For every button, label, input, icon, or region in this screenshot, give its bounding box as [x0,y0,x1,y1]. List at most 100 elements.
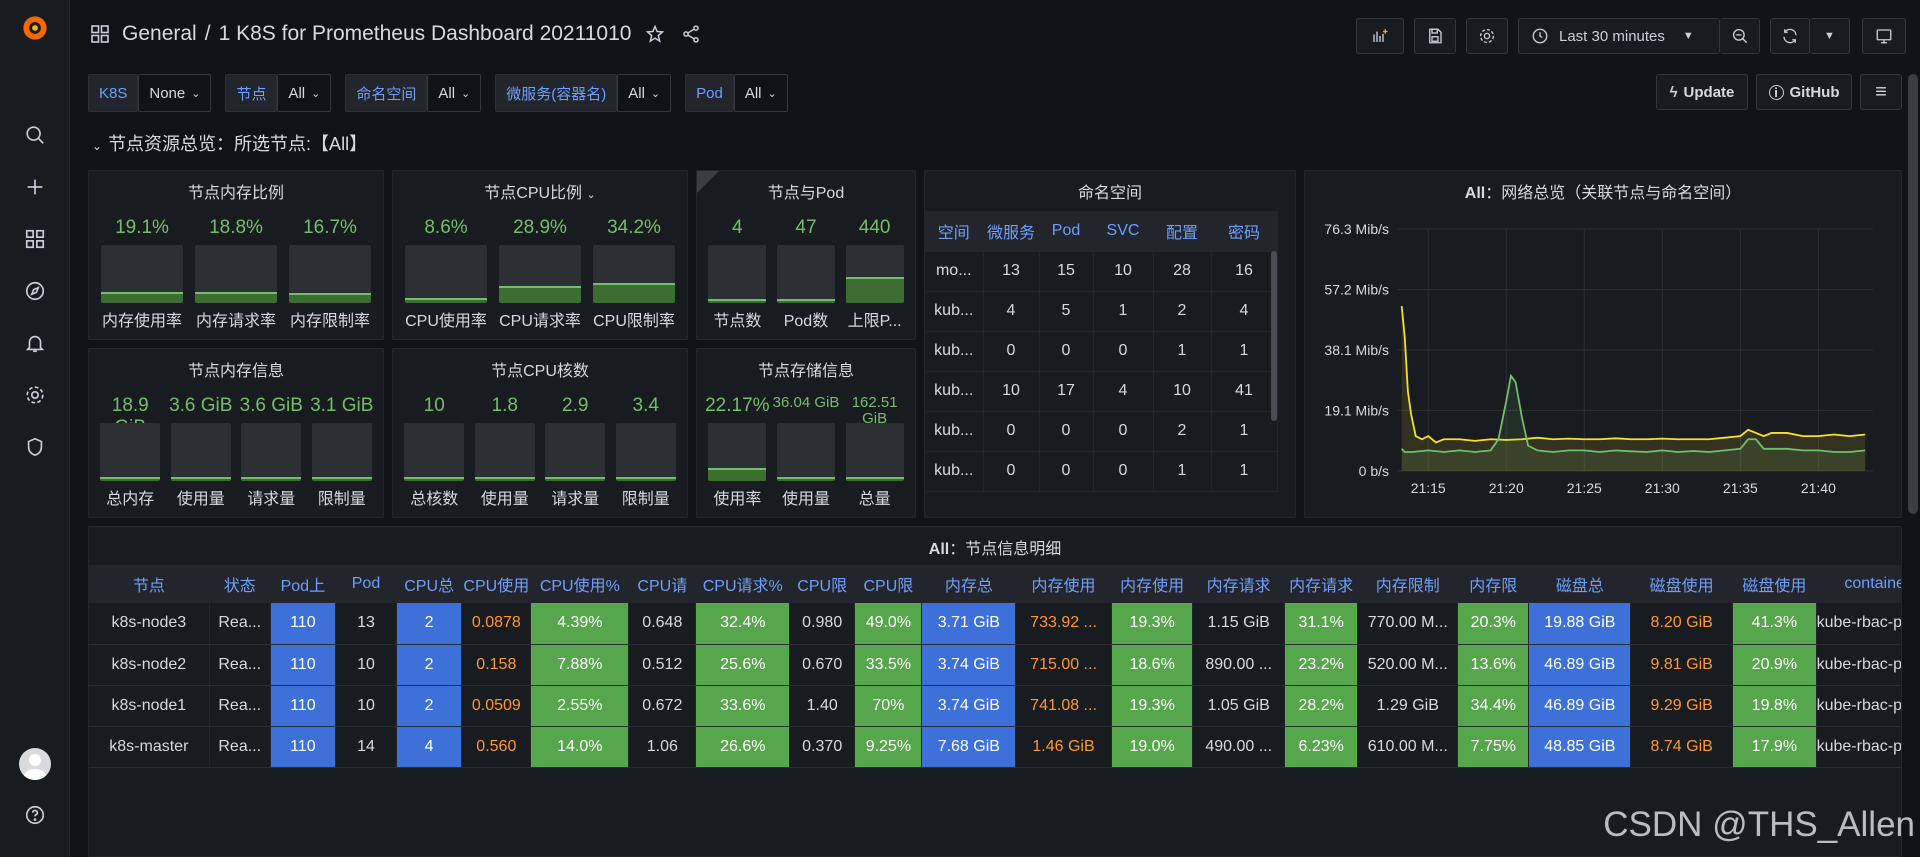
column-header[interactable]: CPU请求% [695,565,791,603]
page-scrollbar-thumb[interactable] [1908,74,1918,514]
table-cell: 10 [335,685,398,727]
panel-network[interactable]: All：网络总览（关联节点与命名空间） 76.3 Mib/s 57.2 Mib/s… [1304,170,1902,518]
table-cell: kub... [925,451,984,492]
column-header[interactable]: CPU使用 [461,565,532,603]
column-header[interactable]: 内存总 [921,565,1017,603]
scrollbar-thumb[interactable] [1271,251,1277,421]
column-header[interactable]: 磁盘使用 [1630,565,1734,603]
table-cell: k8s-node3 [89,603,210,645]
table-row[interactable]: mo... 13 15 10 28 16 [925,251,1278,292]
column-header[interactable]: 空间 [925,211,984,252]
column-header[interactable]: Pod [1039,211,1094,252]
panel-cpu-cores[interactable]: 节点CPU核数 10 总核数 1.8 使用量 2.9 请求量 3.4 限制量 [392,348,688,518]
table-row[interactable]: k8s-master Rea... 110 14 4 0.560 14.0% 1.06 26.6… [89,726,1901,768]
variable-k8s-select[interactable]: None ⌄ [138,74,212,112]
table-cell: k8s-master [89,726,210,768]
dashboards-icon[interactable] [23,227,47,251]
variable-container-select[interactable]: All ⌄ [617,74,672,112]
menu-button[interactable]: ≡ [1860,74,1902,110]
column-header[interactable]: Pod上 [270,565,336,603]
table-row[interactable]: kub... 0 0 0 1 1 [925,451,1278,492]
column-header[interactable]: 内存限 [1457,565,1530,603]
row-title[interactable]: ⌄ 节点资源总览：所选节点:【All】 [92,130,367,156]
column-header[interactable]: SVC [1093,211,1154,252]
table-row[interactable]: k8s-node3 Rea... 110 13 2 0.0878 4.39% 0.648 32.… [89,603,1901,645]
table-cell: 10 [335,644,398,686]
column-header[interactable]: 状态 [209,565,271,603]
table-cell: 10 [983,371,1040,412]
star-icon[interactable] [645,24,665,44]
table-cell: 1.40 [789,685,856,727]
search-icon[interactable] [23,123,47,147]
table-cell: 110 [270,644,336,686]
tv-mode-button[interactable] [1862,18,1906,54]
table-row[interactable]: kub... 10 17 4 10 41 [925,371,1278,412]
add-panel-button[interactable] [1356,18,1404,54]
panel-cpu-ratio[interactable]: 节点CPU比例 ⌄ 8.6% CPU使用率 28.9% CPU请求率 34.2% C… [392,170,688,340]
table-row[interactable]: k8s-node1 Rea... 110 10 2 0.0509 2.55% 0.672 33.… [89,685,1901,727]
dashboard-title[interactable]: 1 K8S for Prometheus Dashboard 20211010 [218,22,632,45]
time-picker-button[interactable]: Last 30 minutes ▼ [1518,18,1720,54]
panel-storage[interactable]: 节点存储信息 22.17% 使用率 36.04 GiB 使用量 162.51 GiB… [696,348,916,518]
variable-namespace-select[interactable]: All ⌄ [427,74,482,112]
refresh-button[interactable] [1770,18,1810,54]
plus-icon[interactable] [23,175,47,199]
avatar[interactable] [19,748,51,780]
alerting-bell-icon[interactable] [23,331,47,355]
column-header[interactable]: 磁盘总 [1528,565,1632,603]
column-header[interactable]: CPU限 [789,565,856,603]
column-header[interactable]: 配置 [1153,211,1212,252]
column-header[interactable]: 内存请求 [1284,565,1359,603]
column-header[interactable]: container [1816,565,1901,603]
help-icon[interactable] [23,803,47,827]
dashboard-settings-button[interactable] [1466,18,1508,54]
table-row[interactable]: kub... 0 0 0 1 1 [925,331,1278,372]
table-row[interactable]: kub... 4 5 1 2 4 [925,291,1278,332]
table-row[interactable]: k8s-node2 Rea... 110 10 2 0.158 7.88% 0.512 25.6… [89,644,1901,686]
breadcrumb-folder[interactable]: General [122,22,197,45]
table-cell: 49.0% [854,603,923,645]
column-header[interactable]: 内存使用 [1111,565,1194,603]
gauge-fill [100,477,161,481]
column-header[interactable]: 节点 [89,565,210,603]
column-header[interactable]: Pod [335,565,398,603]
gauge-bar [289,245,371,303]
variable-pod-select[interactable]: All ⌄ [733,74,788,112]
column-header[interactable]: 内存请求 [1192,565,1286,603]
explore-compass-icon[interactable] [23,279,47,303]
info-corner-icon[interactable] [697,171,719,193]
panel-node-pod[interactable]: 节点与Pod 4 节点数 47 Pod数 440 上限P... [696,170,916,340]
table-cell: 17.9% [1732,726,1817,768]
gauge-fill [593,283,675,303]
panel-namespaces[interactable]: 命名空间 空间 微服务 Pod SVC 配置 密码 mo... 13 15 10 28 16 kub.… [924,170,1296,518]
zoom-out-button[interactable] [1720,18,1760,54]
gauge-cell: 440 上限P... [840,217,909,331]
column-header[interactable]: 磁盘使用 [1732,565,1817,603]
column-header[interactable]: 密码 [1211,211,1278,252]
table-row[interactable]: kub... 0 0 0 2 1 [925,411,1278,452]
column-header[interactable]: 内存使用 [1015,565,1112,603]
github-link-button[interactable]: i GitHub [1756,74,1852,110]
gauge-cell: 22.17% 使用率 [703,395,772,509]
column-header[interactable]: CPU限 [854,565,923,603]
grafana-logo-icon[interactable] [21,14,49,42]
column-header[interactable]: CPU请 [628,565,697,603]
panel-node-detail[interactable]: All：节点信息明细 节点 状态 Pod上 Pod CPU总 CPU使用 CPU使用% CPU… [88,526,1902,857]
update-link-button[interactable]: ϟ Update [1656,74,1748,110]
column-header[interactable]: CPU总 [396,565,463,603]
table-cell: 41.3% [1732,603,1817,645]
variable-node-select[interactable]: All ⌄ [277,74,332,112]
share-icon[interactable] [681,24,701,44]
column-header[interactable]: CPU使用% [530,565,630,603]
shield-icon[interactable] [23,435,47,459]
refresh-interval-dropdown[interactable]: ▼ [1810,18,1850,54]
gauge-label: 内存请求率 [195,313,276,330]
settings-gear-icon[interactable] [23,383,47,407]
column-header[interactable]: 内存限制 [1357,565,1459,603]
table-cell: 15 [1039,251,1094,292]
column-header[interactable]: 微服务 [983,211,1040,252]
panel-mem-ratio[interactable]: 节点内存比例 19.1% 内存使用率 18.8% 内存请求率 16.7% 内存限制率 [88,170,384,340]
save-dashboard-button[interactable] [1414,18,1456,54]
panel-title-text: ：节点信息明细 [949,541,1062,558]
